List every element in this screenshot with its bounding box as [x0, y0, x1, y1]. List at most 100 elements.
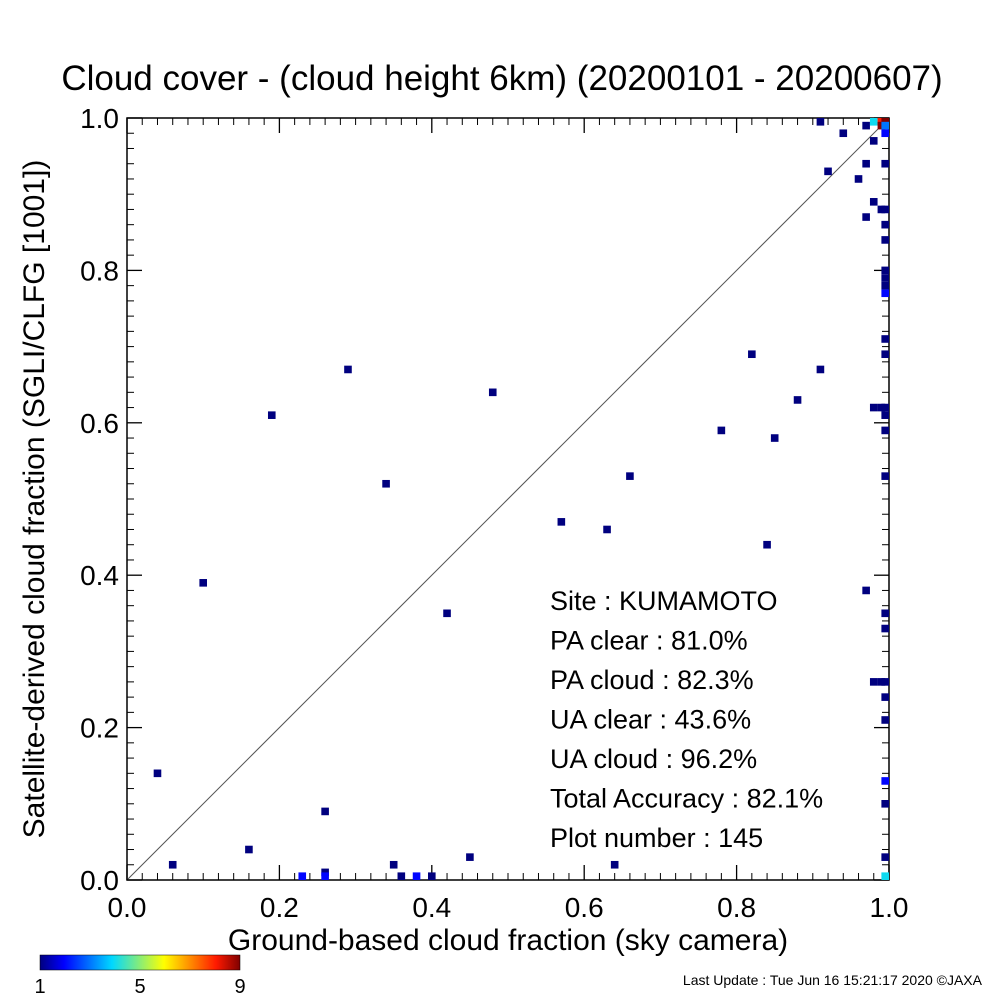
data-point [389, 860, 398, 869]
data-point [881, 220, 889, 229]
data-point [839, 129, 848, 138]
footer-last-update: Last Update : Tue Jun 16 15:21:17 2020 ©… [683, 972, 983, 988]
y-tick-labels: 0.0 0.2 0.4 0.6 0.8 1.0 [80, 103, 119, 896]
data-point [382, 479, 390, 488]
data-point [881, 609, 889, 618]
data-point [877, 205, 886, 214]
stat-line: Site : KUMAMOTO [550, 586, 778, 616]
y-tick-label: 0.0 [80, 865, 119, 896]
data-point [881, 777, 889, 785]
x-tick-label: 0.0 [108, 892, 147, 923]
y-tick-label: 0.6 [80, 408, 119, 439]
data-point [881, 872, 889, 880]
x-tick-label: 1.0 [870, 892, 909, 923]
data-point [603, 525, 611, 534]
data-point [748, 350, 756, 359]
data-point [869, 198, 878, 206]
colorbar-tick-label: 1 [34, 976, 45, 998]
stat-line: Total Accuracy : 82.1% [550, 784, 823, 814]
data-point [321, 807, 329, 816]
data-point [862, 213, 870, 221]
data-point [881, 350, 889, 359]
data-point [881, 472, 889, 480]
data-point [862, 159, 870, 168]
data-point [610, 860, 619, 869]
data-points [153, 118, 889, 880]
x-tick-label: 0.2 [260, 892, 299, 923]
stat-line: PA clear : 81.0% [550, 626, 748, 656]
data-point [869, 678, 878, 686]
data-point [397, 872, 406, 880]
stat-line: UA clear : 43.6% [550, 705, 751, 735]
data-point [881, 159, 889, 168]
data-point [881, 853, 889, 861]
data-point [881, 118, 889, 126]
chart-title: Cloud cover - (cloud height 6km) (202001… [61, 59, 942, 98]
data-point [881, 411, 889, 419]
stat-line: Plot number : 145 [550, 823, 763, 853]
data-point [267, 411, 276, 419]
colorbar [39, 954, 241, 971]
data-point [466, 853, 474, 861]
data-point [245, 845, 253, 854]
data-point [862, 121, 870, 130]
data-point [854, 175, 863, 183]
y-axis-label: Satellite-derived cloud fraction (SGLI/C… [18, 160, 51, 839]
data-point [881, 716, 889, 724]
data-point [824, 167, 832, 176]
data-point [793, 396, 802, 404]
data-point [763, 540, 771, 549]
x-tick-label: 0.8 [717, 892, 756, 923]
y-tick-label: 0.4 [80, 560, 119, 591]
data-point [443, 609, 451, 618]
stat-line: UA cloud : 96.2% [550, 744, 757, 774]
minor-ticks [127, 118, 889, 880]
data-point [881, 205, 889, 214]
data-point [877, 678, 886, 686]
data-point [881, 624, 889, 633]
x-tick-label: 0.4 [412, 892, 451, 923]
x-tick-label: 0.6 [565, 892, 604, 923]
x-axis-label: Ground-based cloud fraction (sky camera) [228, 924, 788, 957]
data-point [816, 365, 825, 374]
data-point [881, 335, 889, 343]
data-point [881, 129, 889, 138]
colorbar-tick-label: 5 [134, 976, 145, 998]
data-point [881, 678, 889, 686]
data-point [881, 800, 889, 808]
colorbar-tick-label: 9 [234, 976, 245, 998]
data-point [321, 872, 329, 880]
data-point [869, 403, 878, 412]
data-point [877, 121, 886, 130]
data-point [344, 365, 352, 374]
y-tick-label: 1.0 [80, 103, 119, 134]
data-point [881, 266, 889, 275]
data-point [557, 518, 566, 526]
data-point [881, 289, 889, 298]
data-point [881, 236, 889, 244]
data-point [321, 868, 329, 877]
data-point [877, 403, 886, 412]
data-point [881, 121, 889, 130]
data-point [862, 586, 870, 595]
data-point [199, 579, 207, 587]
x-tick-labels: 0.0 0.2 0.4 0.6 0.8 1.0 [108, 892, 909, 923]
data-point [626, 472, 634, 480]
data-point [717, 426, 726, 435]
data-point [881, 274, 889, 282]
data-point [488, 388, 497, 397]
data-point [168, 860, 177, 869]
data-point [881, 403, 889, 412]
data-point [428, 872, 436, 880]
data-point [869, 137, 878, 145]
colorbar-tick-labels: 1 5 9 [34, 976, 245, 998]
y-tick-label: 0.8 [80, 255, 119, 286]
data-point [153, 769, 162, 778]
data-point [816, 118, 825, 126]
data-point [298, 872, 307, 880]
data-point [770, 434, 779, 442]
data-point [881, 693, 889, 701]
one-to-one-line [126, 117, 890, 881]
stats-box: Site : KUMAMOTO PA clear : 81.0% PA cloud … [550, 586, 823, 853]
